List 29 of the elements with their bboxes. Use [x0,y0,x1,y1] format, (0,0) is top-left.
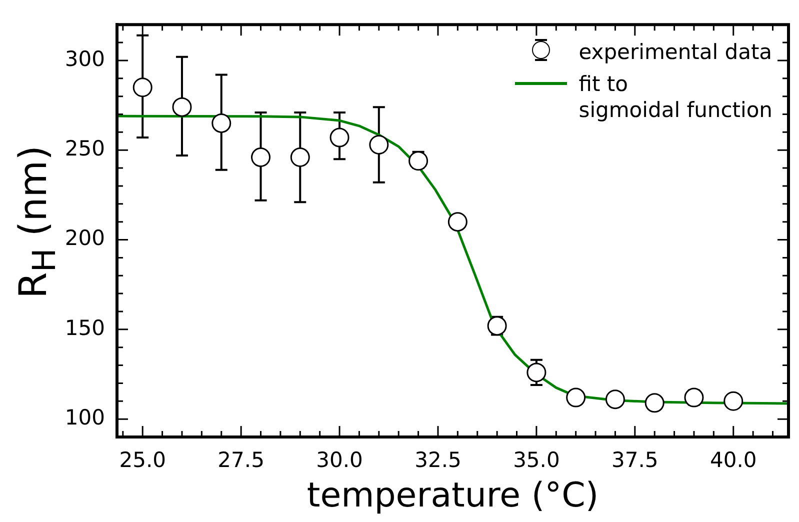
y-tick-label: 250 [64,136,105,161]
point [330,128,350,148]
x-tick-label: 35.0 [513,448,560,472]
x-tick-label: 25.0 [119,448,166,472]
legend-label: experimental data [578,38,772,65]
x-tick-label: 27.5 [218,448,264,472]
x-tick-label: 40.0 [710,448,757,472]
point [448,212,468,232]
y-tick-label: 150 [64,316,105,340]
point [526,362,546,382]
y-tick-label: 100 [64,406,105,430]
y-tick-label: 200 [64,226,105,250]
point [684,388,704,408]
point [251,148,270,168]
point [172,97,192,117]
legend-label: fit to sigmoidal function [578,70,772,123]
point [290,148,310,168]
point [369,134,389,154]
point [644,393,664,413]
x-tick-label: 32.5 [414,448,462,472]
point [132,78,152,98]
point [566,388,586,408]
point [724,391,744,411]
x-tick-label: 30.0 [316,448,363,472]
point [212,113,232,133]
x-tick-label: 37.5 [612,448,658,472]
point [605,390,625,410]
y-tick-label: 300 [64,46,105,71]
x-axis-title: temperature (°C) [306,475,599,516]
